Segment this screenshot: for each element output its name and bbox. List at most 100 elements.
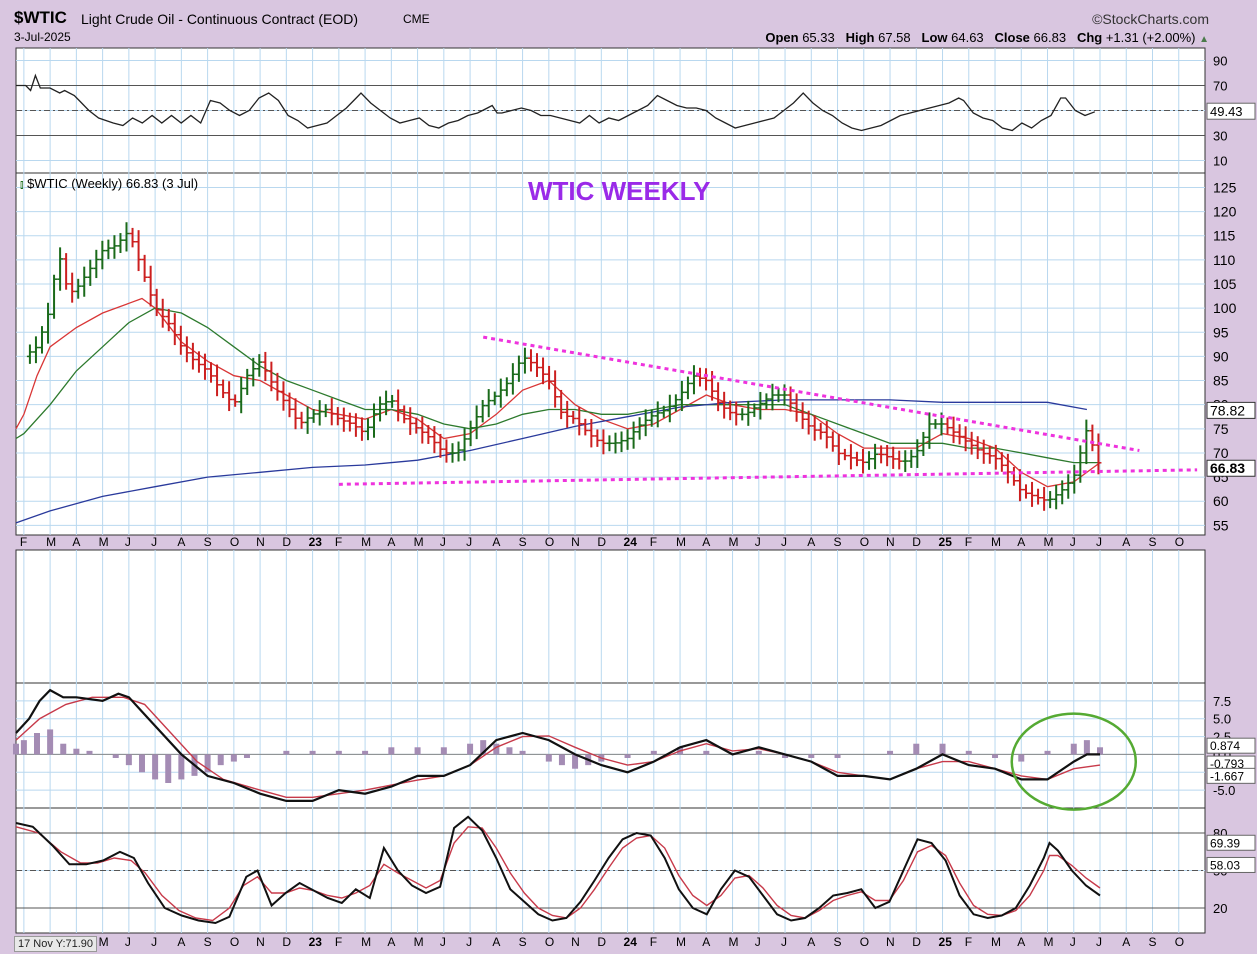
price-tick-label: 105 [1213,276,1237,292]
x-tick-label: J [466,535,472,549]
price-value-label: 66.83 [1210,460,1245,476]
price-value-box [1206,459,1256,477]
x-tick-label: A [387,935,395,949]
macd-value-label: 0.874 [1210,739,1240,753]
x-tick-label: D [597,935,606,949]
macd-histogram-bar [388,747,395,755]
price-tick-label: 60 [1213,493,1229,509]
price-bars [26,222,1102,511]
status-readout[interactable]: 17 Nov Y:71.90 [14,936,98,952]
x-tick-label: M [676,935,686,949]
chg-arrow-icon: ▲ [1199,34,1209,45]
exchange-label: CME [403,12,430,26]
x-tick-label: J [1096,935,1102,949]
x-tick-label: 24 [624,935,638,949]
x-tick-label: J [440,935,446,949]
x-tick-label: J [466,935,472,949]
macd-histogram-bar [834,754,841,758]
macd-histogram-bar [887,750,894,755]
macd-histogram-bar [1018,754,1025,762]
x-tick-label: A [1122,535,1130,549]
x-tick-label: N [886,535,895,549]
macd-histogram-bar [506,747,513,755]
panel-price [15,172,1206,536]
high-label: High [845,30,875,45]
x-tick-label: S [204,535,212,549]
macd-histogram-bar [1083,740,1090,755]
rsi-tick-label: 90 [1213,54,1227,69]
price-legend-text: $WTIC (Weekly) 66.83 (3 Jul) [27,176,199,191]
x-tick-label: O [1175,535,1184,549]
price-tick-label: 70 [1213,445,1229,461]
x-tick-label: J [755,535,761,549]
x-tick-label: M [361,935,371,949]
macd-histogram-bar [283,750,290,755]
x-tick-label: O [545,535,554,549]
x-tick-label: 23 [309,535,323,549]
x-tick-label: N [256,535,265,549]
x-tick-label: N [256,935,265,949]
x-tick-label: M [361,535,371,549]
x-tick-label: O [230,935,239,949]
macd-value-box [1206,767,1256,784]
macd-histogram-bar [152,754,159,780]
macd-histogram-bar [493,743,500,755]
x-tick-label: M [729,935,739,949]
chart-title: WTIC WEEKLY [528,176,711,206]
price-tick-label: 55 [1213,517,1229,533]
x-tick-label: J [125,535,131,549]
x-tick-label: D [282,535,291,549]
price-tick-label: 90 [1213,348,1229,364]
macd-histogram-bar [125,754,132,766]
macd-histogram [13,729,1104,783]
macd-histogram-bar [112,754,119,758]
x-tick-label: M [991,535,1001,549]
x-tick-label: A [807,535,815,549]
x-tick-label: J [1070,935,1076,949]
x-tick-label: N [571,935,580,949]
macd-histogram-bar [414,747,421,755]
rsi-tick-label: 30 [1213,129,1227,144]
sto-value-label: 58.03 [1210,858,1240,872]
price-tick-label: 95 [1213,324,1229,340]
macd-value-label: -0.793 [1210,757,1244,771]
macd-histogram-bar [230,754,237,762]
macd-histogram-bar [73,748,80,755]
bars-icon: ⫾ [20,179,24,191]
x-tick-label: S [834,535,842,549]
x-tick-label: A [72,535,80,549]
macd-histogram-bar [782,754,789,758]
ma-line-long [15,399,1088,524]
macd-histogram-bar [467,743,474,755]
x-tick-label: M [414,535,424,549]
macd-histogram-bar [217,754,224,766]
macd-histogram-bar [913,743,920,755]
macd-tick-label: 7.5 [1213,694,1231,709]
macd-histogram-bar [1097,747,1104,755]
price-tick-label: 100 [1213,300,1237,316]
rsi-line [16,73,1096,132]
macd-histogram-bar [335,750,342,755]
x-tick-label: D [912,935,921,949]
macd-histogram-bar [519,750,526,755]
macd-histogram-bar [992,754,999,758]
x-tick-label: N [886,935,895,949]
x-tick-label: J [781,935,787,949]
x-tick-label: O [230,535,239,549]
macd-histogram-bar [755,750,762,755]
price-tick-label: 120 [1213,204,1237,220]
x-tick-label: A [177,935,185,949]
panel-empty [15,549,1206,684]
x-tick-label: F [335,535,342,549]
x-tick-label: D [912,535,921,549]
low-value: 64.63 [951,30,984,45]
macd-histogram-bar [165,754,172,783]
x-tick-label: A [702,535,710,549]
macd-histogram-bar [33,733,40,755]
macd-histogram-bar [60,743,67,755]
x-tick-label: M [676,535,686,549]
chart-date: 3-Jul-2025 [14,30,71,44]
x-tick-label: A [1017,935,1025,949]
macd-histogram-bar [650,750,657,755]
